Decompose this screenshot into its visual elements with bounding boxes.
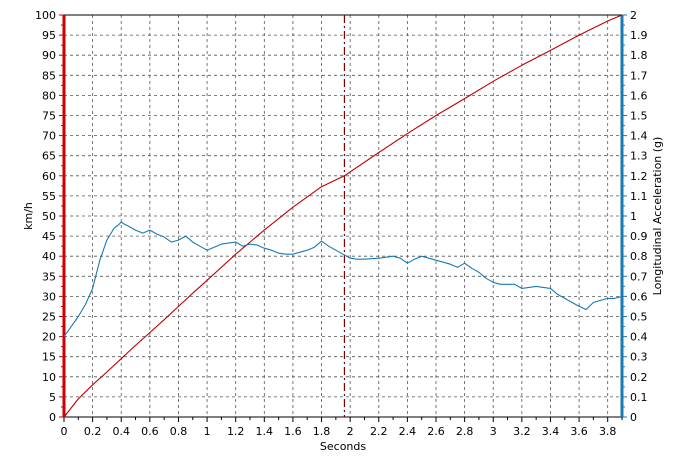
left-tick-label: 25 [42,311,56,324]
x-tick-label: 0.8 [170,425,188,438]
x-tick-label: 0.4 [112,425,130,438]
right-tick-label: 0.1 [630,391,648,404]
right-tick-label: 1 [630,210,637,223]
left-tick-label: 20 [42,331,56,344]
x-tick-label: 3.6 [570,425,588,438]
right-tick-label: 1.2 [630,170,648,183]
speed-series-line [63,14,623,418]
right-tick-label: 0.6 [630,290,648,303]
left-tick-label: 75 [42,110,56,123]
left-tick-label: 80 [42,89,56,102]
x-tick-label: 0.6 [141,425,159,438]
left-tick-label: 35 [42,270,56,283]
x-tick-label: 0 [61,425,68,438]
right-tick-label: 0.8 [630,250,648,263]
x-tick-label: 3.4 [542,425,560,438]
left-tick-label: 15 [42,351,56,364]
right-tick-label: 1.9 [630,29,648,42]
right-axis-title: Longitudinal Acceleration (g) [651,137,664,296]
left-tick-label: 95 [42,29,56,42]
x-tick-label: 3.2 [513,425,531,438]
x-axis-ticks: 0 0.2 0.4 0.6 0.8 1 1.2 1.4 1.6 1.8 2 2.2 2.4 2.6 2.8 3… [61,417,623,438]
left-tick-label: 55 [42,190,56,203]
right-tick-label: 0.4 [630,331,648,344]
left-axis-ticks: 0 5 10 15 20 25 30 35 40 45 50 55 60 65 70 75 80 85 90 95 10… [35,9,64,424]
right-tick-label: 0.9 [630,230,648,243]
left-tick-label: 45 [42,230,56,243]
right-axis-ticks: 0 0.1 0.2 0.3 0.4 0.5 0.6 0.7 0.8 0.9 1 1.1 1.2 1.3 1.… [622,9,648,424]
right-tick-label: 0.2 [630,371,648,384]
left-tick-label: 100 [35,9,56,22]
x-tick-label: 3.8 [599,425,617,438]
x-tick-label: 1.4 [256,425,274,438]
acceleration-series-line [63,221,623,337]
right-tick-label: 0 [630,411,637,424]
series-layer [63,14,623,418]
right-tick-label: 1.7 [630,69,648,82]
left-tick-label: 60 [42,170,56,183]
x-tick-label: 0.2 [84,425,102,438]
right-tick-label: 0.7 [630,270,648,283]
right-tick-label: 1.8 [630,49,648,62]
left-tick-label: 50 [42,210,56,223]
grid-layer [64,15,622,417]
right-tick-label: 1.5 [630,110,648,123]
x-tick-label: 2.8 [456,425,474,438]
left-tick-label: 5 [49,391,56,404]
left-axis-title: km/h [22,202,35,230]
right-tick-label: 1.4 [630,130,648,143]
left-tick-label: 0 [49,411,56,424]
x-tick-label: 2.4 [399,425,417,438]
right-tick-label: 1.3 [630,150,648,163]
x-tick-label: 1.6 [284,425,302,438]
left-tick-label: 40 [42,250,56,263]
left-tick-label: 65 [42,150,56,163]
right-tick-label: 2 [630,9,637,22]
x-tick-label: 2 [347,425,354,438]
x-tick-label: 2.6 [427,425,445,438]
x-tick-label: 1 [204,425,211,438]
left-tick-label: 85 [42,69,56,82]
right-tick-label: 0.3 [630,351,648,364]
right-tick-label: 0.5 [630,311,648,324]
x-tick-label: 1.8 [313,425,331,438]
x-tick-label: 2.2 [370,425,388,438]
right-tick-label: 1.1 [630,190,648,203]
x-axis-title: Seconds [320,440,366,453]
left-tick-label: 30 [42,290,56,303]
left-tick-label: 10 [42,371,56,384]
left-tick-label: 70 [42,130,56,143]
x-tick-label: 3 [490,425,497,438]
x-tick-label: 1.2 [227,425,245,438]
right-tick-label: 1.6 [630,89,648,102]
left-tick-label: 90 [42,49,56,62]
